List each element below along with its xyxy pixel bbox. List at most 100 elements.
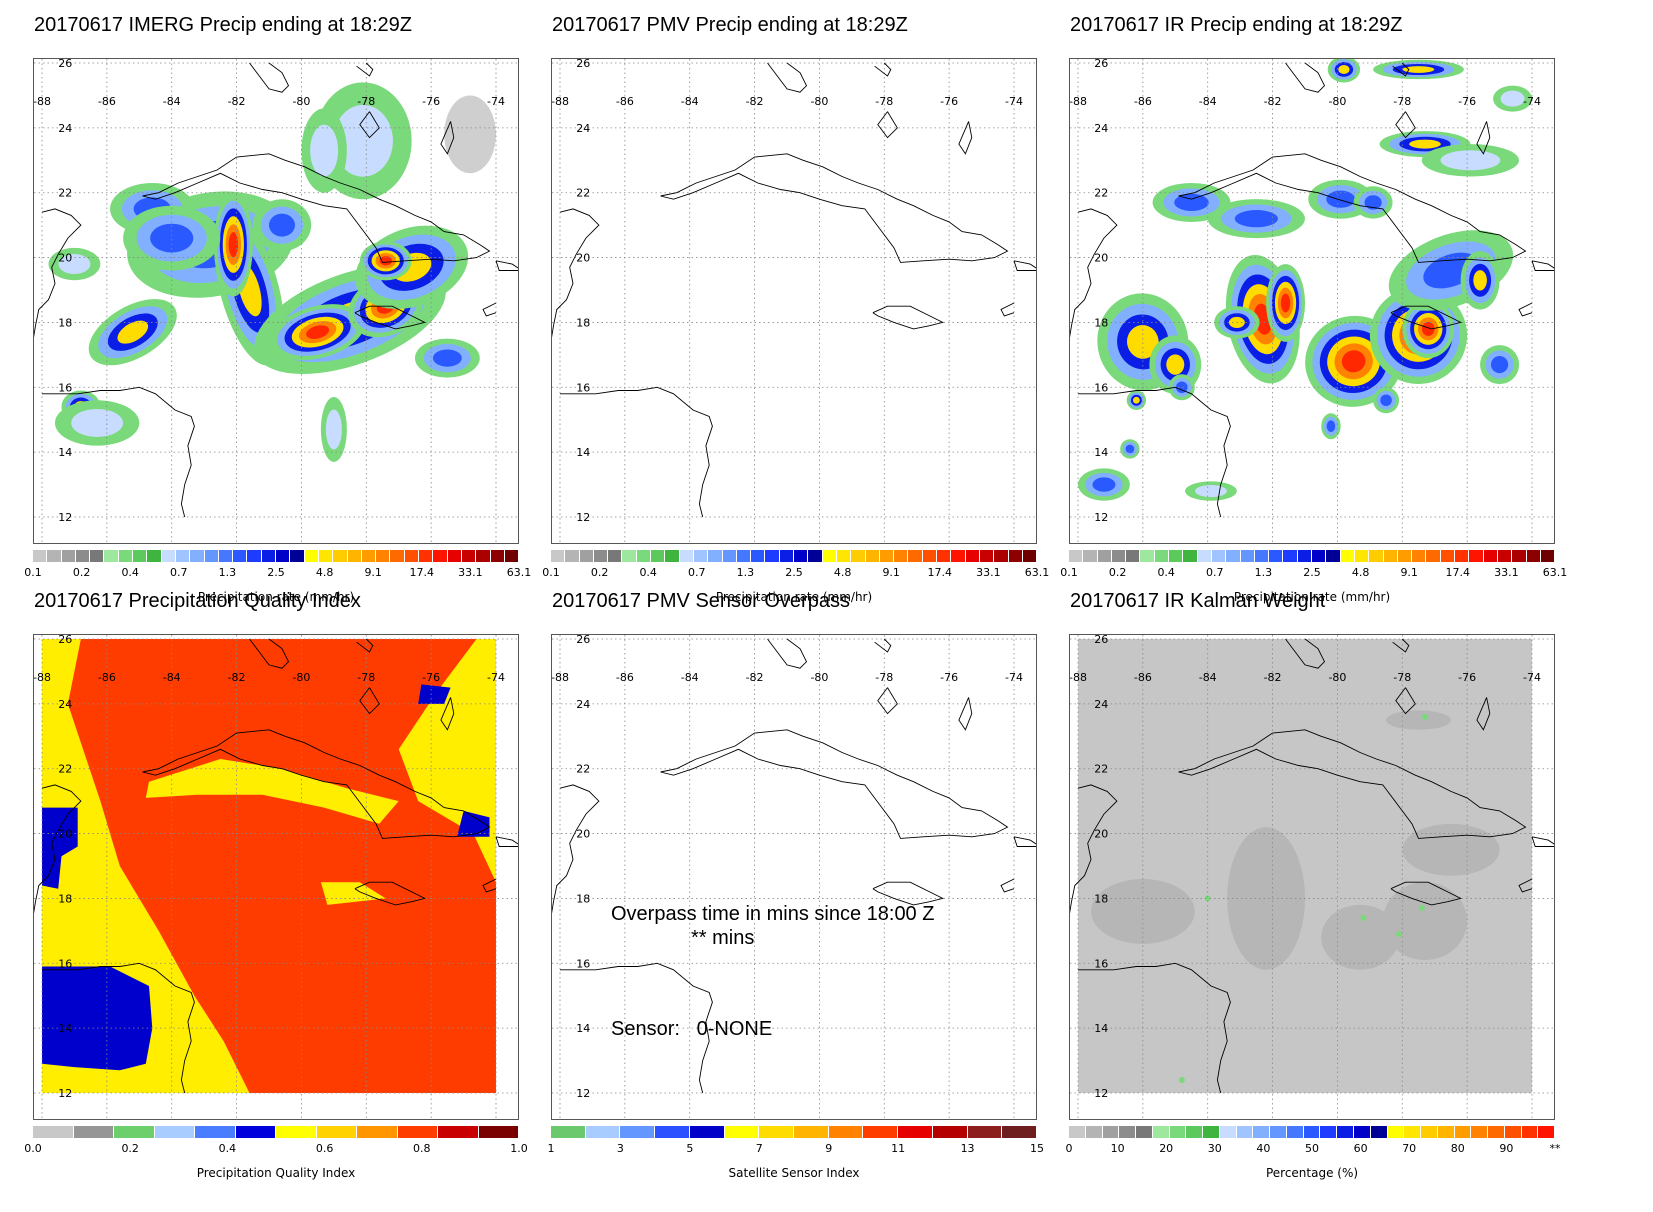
coastline <box>34 784 82 914</box>
colorbar-swatch <box>419 550 434 562</box>
colorbar-swatch <box>1404 1126 1422 1138</box>
colorbar-swatch <box>1226 550 1241 562</box>
rain-cell <box>1409 139 1441 149</box>
rain-cell <box>1500 90 1525 107</box>
coastline <box>874 62 892 77</box>
coastline <box>495 836 518 847</box>
coastlines <box>34 62 518 518</box>
latitude-label: 24 <box>1094 698 1108 711</box>
coastline <box>1285 62 1326 93</box>
colorbar-swatch <box>620 1126 656 1138</box>
panel-ir-precip: 20170617 IR Precip ending at 18:29Z -88-… <box>1060 0 1586 604</box>
latitude-label: 20 <box>1094 252 1108 265</box>
colorbar-tick-label: 13 <box>960 1142 975 1155</box>
longitude-label: -82 <box>746 95 764 108</box>
rain-cell <box>1280 293 1291 313</box>
colorbar-swatch <box>689 1126 725 1138</box>
colorbar-swatch <box>147 550 162 562</box>
colorbar-tick-label: 9.1 <box>364 566 382 579</box>
graticule <box>552 635 1036 1119</box>
colorbar-swatch <box>1140 550 1155 562</box>
longitude-label: -80 <box>1328 95 1346 108</box>
rain-cell <box>1125 444 1135 454</box>
coastline <box>872 305 944 330</box>
rain-cell <box>1380 394 1392 407</box>
colorbar-ticks: 0.0 0.2 0.4 0.6 0.8 1.0 <box>24 1142 528 1158</box>
rain-cell <box>325 409 342 450</box>
colorbar-swatch <box>1437 1126 1455 1138</box>
coastline <box>1000 878 1015 893</box>
longitude-label: -76 <box>940 671 958 684</box>
colorbar-tick-label: 0.2 <box>72 566 91 579</box>
colorbar-swatch <box>894 550 909 562</box>
longitude-label: -88 <box>34 95 51 108</box>
colorbar-swatch <box>1454 1126 1472 1138</box>
longitude-label: -88 <box>34 671 51 684</box>
longitude-label: -82 <box>1264 95 1282 108</box>
colorbar-swatch <box>708 550 723 562</box>
longitude-label: -82 <box>228 671 246 684</box>
colorbar-swatch <box>376 550 391 562</box>
longitude-label: -74 <box>487 95 505 108</box>
coastline <box>142 153 491 263</box>
colorbar-swatch <box>565 550 580 562</box>
latitude-label: 22 <box>58 763 72 776</box>
colorbar-tick-label: 90 <box>1499 1142 1514 1155</box>
colorbar-swatch <box>863 1126 899 1138</box>
colorbar-swatch <box>751 550 766 562</box>
kalman-spot <box>1204 895 1211 902</box>
latitude-label: 20 <box>1094 828 1108 841</box>
latitude-label: 14 <box>58 446 72 459</box>
latitude-label: 26 <box>1094 59 1108 70</box>
colorbar-tick-label: 0.2 <box>1108 566 1127 579</box>
colorbar-swatch <box>304 550 319 562</box>
longitude-label: -78 <box>875 671 893 684</box>
colorbar-tick-label: 80 <box>1450 1142 1465 1155</box>
coastline <box>1518 302 1533 317</box>
coastline <box>1078 386 1231 518</box>
colorbar-swatch <box>1219 1126 1237 1138</box>
colorbar-swatch <box>1097 550 1112 562</box>
colorbar-swatch <box>397 1126 438 1138</box>
colorbar-swatch <box>1136 1126 1153 1138</box>
latitude-label: 16 <box>576 957 590 970</box>
colorbar-swatch <box>33 550 48 562</box>
longitude-label: -84 <box>1199 671 1217 684</box>
longitude-label: -74 <box>1005 671 1023 684</box>
colorbar-tick-label: 0.4 <box>218 1142 237 1155</box>
colorbar-swatch <box>908 550 923 562</box>
colorbar-swatch <box>1354 550 1370 562</box>
graticule <box>552 59 1036 543</box>
colorbar-swatch <box>75 550 91 562</box>
colorbar-swatch <box>1387 1126 1405 1138</box>
colorbar-swatch <box>851 550 866 562</box>
coastline <box>495 260 518 271</box>
coastline <box>958 697 973 731</box>
rain-cell <box>1166 354 1185 375</box>
rain-cell <box>1364 195 1382 210</box>
colorbar-swatch <box>551 550 566 562</box>
colorbar-swatch <box>979 550 995 562</box>
colorbar-swatch <box>1254 550 1270 562</box>
quality-map: -88 -86 -84 -82 -80 -78 -76 -74 26 24 22 20 18 16 14 12 <box>33 634 519 1120</box>
coastline <box>354 881 426 906</box>
colorbar-tick-label: 0.2 <box>590 566 609 579</box>
coastline <box>552 784 600 914</box>
rain-cell <box>268 213 295 237</box>
coastline <box>1070 208 1118 338</box>
colorbar-swatch <box>438 1126 479 1138</box>
longitude-label: -82 <box>1264 671 1282 684</box>
colorbar-swatch <box>1337 1126 1355 1138</box>
panel-pmv-precip: 20170617 PMV Precip ending at 18:29Z -88… <box>542 0 1068 604</box>
colorbar-swatch <box>433 550 448 562</box>
quality-blue-south <box>42 966 153 1071</box>
colorbar-swatch <box>693 550 709 562</box>
colorbar-swatch <box>794 1126 829 1138</box>
colorbar-swatch <box>404 550 420 562</box>
colorbar-tick-label: 33.1 <box>458 566 483 579</box>
kalman-spot <box>1360 914 1367 921</box>
kalman-field <box>1078 639 1532 1093</box>
colorbar-swatch <box>290 550 305 562</box>
colorbar-swatch <box>1126 550 1141 562</box>
colorbar-swatch <box>204 550 219 562</box>
